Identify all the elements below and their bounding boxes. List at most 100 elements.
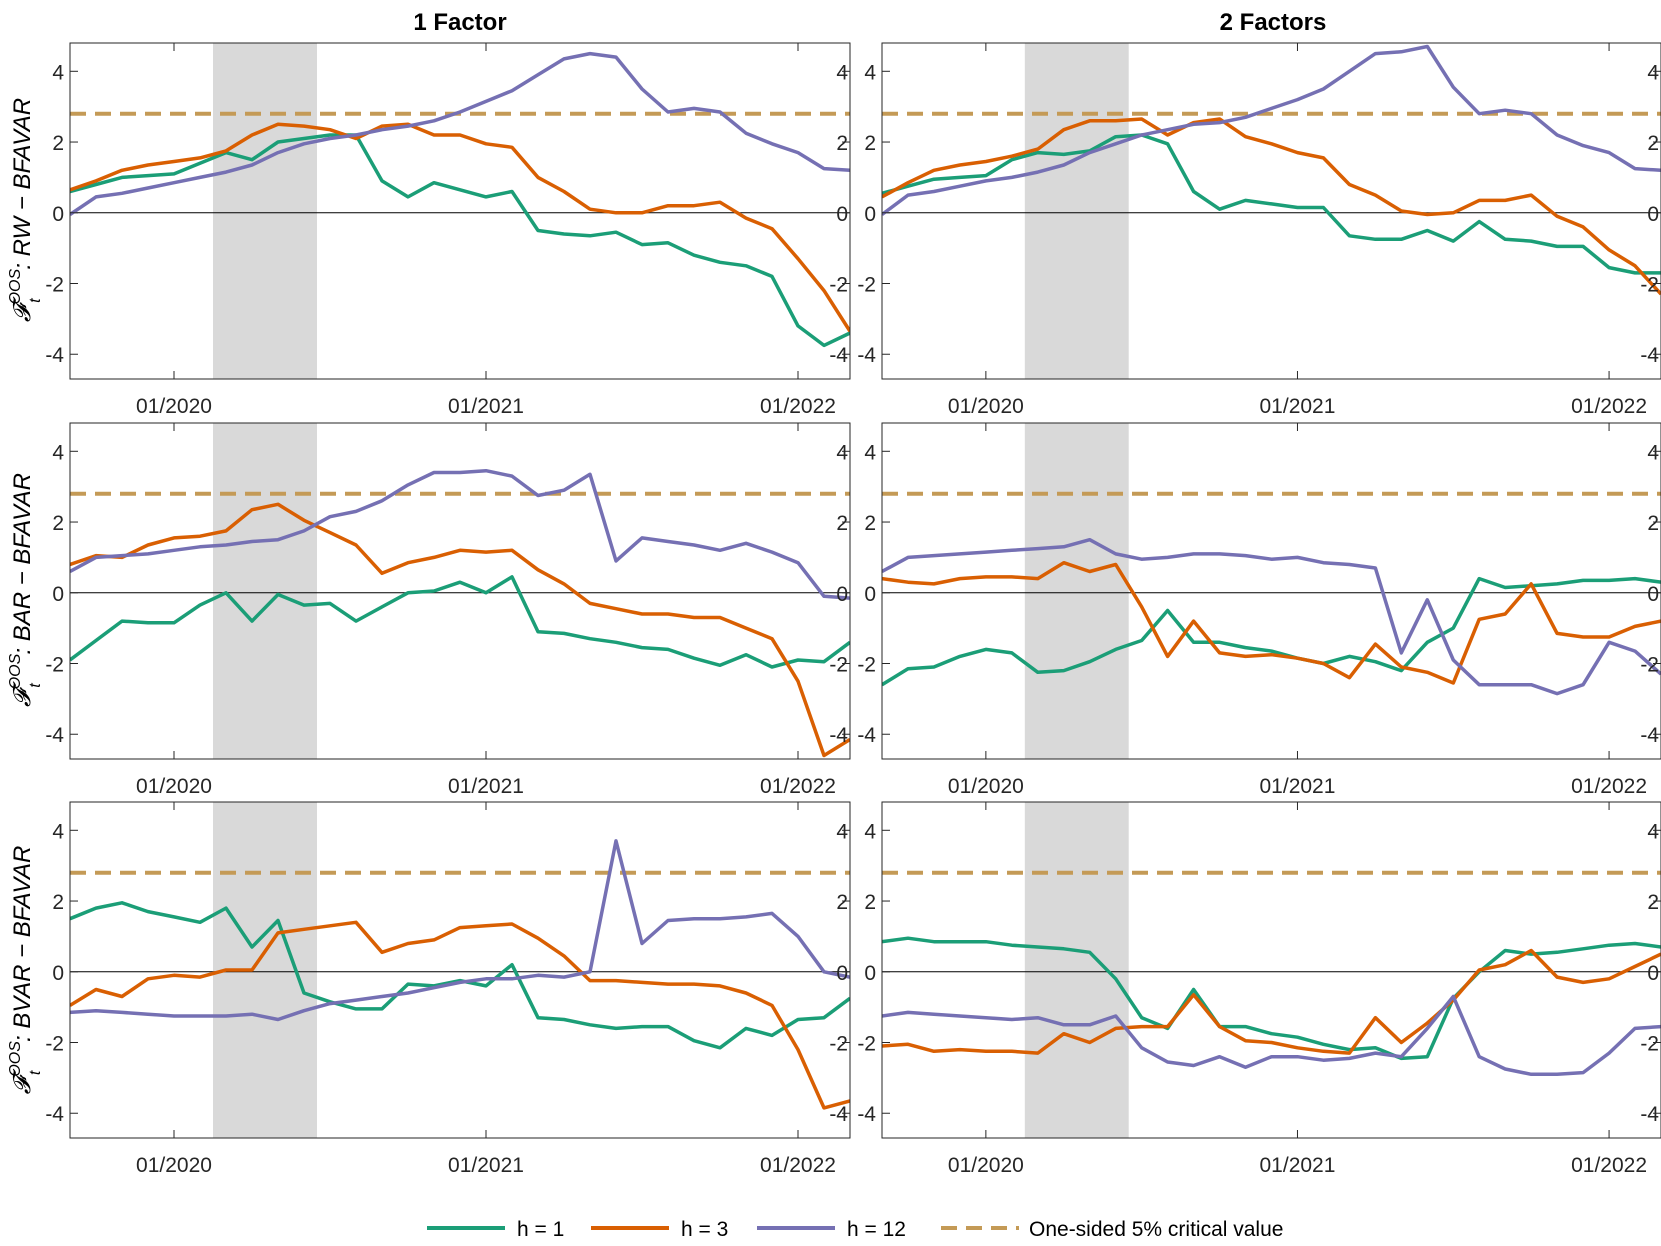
y-tick-label: 4 — [1647, 820, 1659, 843]
x-tick-label: 01/2020 — [948, 395, 1024, 418]
y-tick-label: 2 — [52, 512, 64, 535]
y-tick-label: -4 — [829, 724, 848, 747]
x-tick-label: 01/2021 — [1260, 1154, 1336, 1177]
panel-1-2: -4 -4 -2 -2 0 0 2 2 4 4 01/2020 01/2021 01/2022 — [857, 42, 1661, 418]
panel-3-1: -4 -4 -2 -2 0 0 2 2 4 4 01/2020 01/2021 01/2022 — [45, 801, 851, 1177]
y-tick-label: 2 — [1647, 132, 1659, 155]
x-tick-label: 01/2022 — [1571, 395, 1647, 418]
series-line-h-3 — [882, 117, 1661, 296]
y-tick-label: -4 — [1640, 724, 1659, 747]
shaded-period — [1024, 423, 1129, 759]
axes-frame — [881, 422, 1661, 760]
panel-1-1: -4 -4 -2 -2 0 0 2 2 4 4 01/2020 01/2021 01/2022 — [45, 42, 851, 418]
panels: -4 -4-2 -20 02 24 401/2020 01/2021 01/2022-4 -4-… — [45, 42, 1661, 1177]
series-line-h-1 — [882, 936, 1661, 1061]
x-tick-label: 01/2021 — [1260, 775, 1336, 798]
y-tick-label: 0 — [836, 962, 848, 985]
y-tick-label: 4 — [1647, 441, 1659, 464]
y-tick-label: -2 — [857, 1033, 876, 1056]
legend: h = 1 h = 3 h = 12 One-sided 5% critical… — [427, 1218, 1283, 1241]
row-label-2: 𝓕OOS t : BAR − BFAVAR — [7, 473, 44, 707]
series-line-h-1 — [882, 133, 1661, 275]
y-tick-label: 2 — [864, 512, 876, 535]
y-tick-label: 0 — [836, 583, 848, 606]
panel-2-1: -4 -4 -2 -2 0 0 2 2 4 4 01/2020 01/2021 01/2022 — [45, 422, 851, 798]
y-tick-label: 2 — [1647, 512, 1659, 535]
y-tick-label: 2 — [836, 512, 848, 535]
y-tick-label: 0 — [1647, 583, 1659, 606]
x-tick-label: 01/2020 — [136, 1154, 212, 1177]
shaded-period — [213, 423, 317, 759]
panel-3-2: -4 -4 -2 -2 0 0 2 2 4 4 01/2020 01/2021 01/2022 — [857, 801, 1661, 1177]
shaded-period — [1024, 43, 1129, 379]
axes-frame — [69, 42, 851, 380]
y-tick-label: 0 — [52, 583, 64, 606]
y-tick-label: -2 — [45, 654, 64, 677]
axes-frame — [69, 801, 851, 1139]
y-tick-label: -2 — [1640, 274, 1659, 297]
series-line-h-12 — [882, 537, 1661, 696]
shaded-period — [1024, 802, 1129, 1138]
column-title-2-factors: 2 Factors — [1220, 9, 1327, 36]
x-tick-label: 01/2020 — [136, 775, 212, 798]
y-tick-label: 0 — [1647, 203, 1659, 226]
y-tick-label: 4 — [836, 61, 848, 84]
y-tick-label: 2 — [52, 132, 64, 155]
axes-frame — [881, 42, 1661, 380]
x-tick-label: 01/2022 — [760, 775, 836, 798]
x-tick-label: 01/2022 — [1571, 775, 1647, 798]
y-tick-label: 0 — [1647, 962, 1659, 985]
legend-label-h1: h = 1 — [517, 1218, 564, 1241]
y-tick-label: 0 — [864, 583, 876, 606]
series-line-h-3 — [882, 560, 1661, 685]
y-tick-label: -2 — [829, 274, 848, 297]
x-tick-label: 01/2021 — [1260, 395, 1336, 418]
legend-label-critical: One-sided 5% critical value — [1029, 1218, 1283, 1241]
y-tick-label: 2 — [1647, 891, 1659, 914]
series-line-h-3 — [70, 122, 850, 333]
y-tick-label: -2 — [45, 1033, 64, 1056]
y-tick-label: -2 — [1640, 1033, 1659, 1056]
series-line-h-12 — [70, 839, 850, 1022]
y-tick-label: 4 — [836, 441, 848, 464]
y-tick-label: 2 — [864, 891, 876, 914]
x-tick-label: 01/2020 — [948, 775, 1024, 798]
y-tick-label: -2 — [829, 1033, 848, 1056]
axes-frame — [69, 422, 851, 760]
y-tick-label: 0 — [52, 203, 64, 226]
y-tick-label: -4 — [45, 344, 64, 367]
y-tick-label: -4 — [829, 344, 848, 367]
x-tick-label: 01/2021 — [448, 395, 524, 418]
series-line-h-12 — [882, 994, 1661, 1077]
x-tick-label: 01/2021 — [448, 775, 524, 798]
y-tick-label: 4 — [52, 61, 64, 84]
y-tick-label: 0 — [864, 203, 876, 226]
y-tick-label: 4 — [52, 820, 64, 843]
y-tick-label: -4 — [829, 1103, 848, 1126]
axes-frame — [881, 801, 1661, 1139]
y-tick-label: 4 — [864, 820, 876, 843]
legend-label-h3: h = 3 — [681, 1218, 728, 1241]
x-tick-label: 01/2022 — [760, 1154, 836, 1177]
series-line-h-3 — [882, 948, 1661, 1055]
y-tick-label: -4 — [857, 1103, 876, 1126]
legend-label-h12: h = 12 — [847, 1218, 906, 1241]
row-label-1: 𝓕OOS t : RW − BFAVAR — [7, 98, 44, 322]
y-tick-label: 0 — [52, 962, 64, 985]
y-tick-label: 2 — [836, 132, 848, 155]
y-tick-label: 2 — [864, 132, 876, 155]
panel-2-2: -4 -4 -2 -2 0 0 2 2 4 4 01/2020 01/2021 01/2022 — [857, 422, 1661, 798]
y-tick-label: 4 — [836, 820, 848, 843]
y-tick-label: -2 — [1640, 654, 1659, 677]
y-tick-label: 2 — [52, 891, 64, 914]
series-line-h-1 — [70, 133, 850, 348]
y-tick-label: -4 — [45, 1103, 64, 1126]
y-tick-label: 4 — [1647, 61, 1659, 84]
y-tick-label: -2 — [45, 274, 64, 297]
y-tick-label: 0 — [836, 203, 848, 226]
series-line-h-3 — [70, 502, 850, 758]
y-tick-label: 4 — [864, 61, 876, 84]
